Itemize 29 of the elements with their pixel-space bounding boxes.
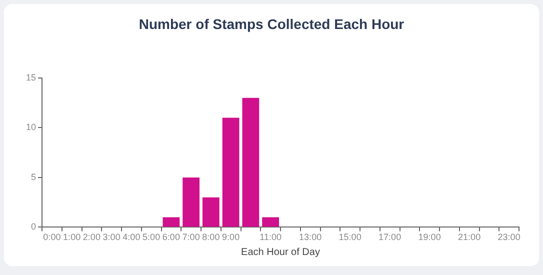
bar xyxy=(202,197,220,227)
y-tick-label: 0 xyxy=(30,222,36,232)
x-tick-label: 13:00 xyxy=(299,232,322,242)
x-tick-label: 9:00 xyxy=(222,232,240,242)
x-tick-label: 5:00 xyxy=(142,232,160,242)
x-tick-label: 7:00 xyxy=(182,232,200,242)
bar xyxy=(242,98,260,227)
bar xyxy=(162,217,180,227)
bar xyxy=(262,217,280,227)
x-axis-title: Each Hour of Day xyxy=(241,246,320,258)
x-tick-label: 3:00 xyxy=(102,232,120,242)
x-tick-label: 19:00 xyxy=(418,232,441,242)
x-tick-label: 1:00 xyxy=(63,232,81,242)
bar xyxy=(182,177,200,227)
x-tick-label: 17:00 xyxy=(378,232,402,242)
x-tick-label: 2:00 xyxy=(82,232,100,242)
x-tick-label: 23:00 xyxy=(498,232,520,242)
x-tick-label: 11:00 xyxy=(260,232,282,242)
y-tick-label: 5 xyxy=(30,172,36,182)
chart-title: Number of Stamps Collected Each Hour xyxy=(138,16,406,32)
x-tick-label: 6:00 xyxy=(162,232,180,242)
y-tick-label: 15 xyxy=(26,72,36,82)
x-tick-label: 8:00 xyxy=(202,232,220,242)
bar xyxy=(222,118,240,227)
x-tick-label: 15:00 xyxy=(338,232,362,242)
x-tick-label: 0:00 xyxy=(43,232,61,242)
x-tick-label: 4:00 xyxy=(122,232,140,242)
y-tick-label: 10 xyxy=(26,122,36,132)
x-tick-label: 21:00 xyxy=(458,232,481,242)
